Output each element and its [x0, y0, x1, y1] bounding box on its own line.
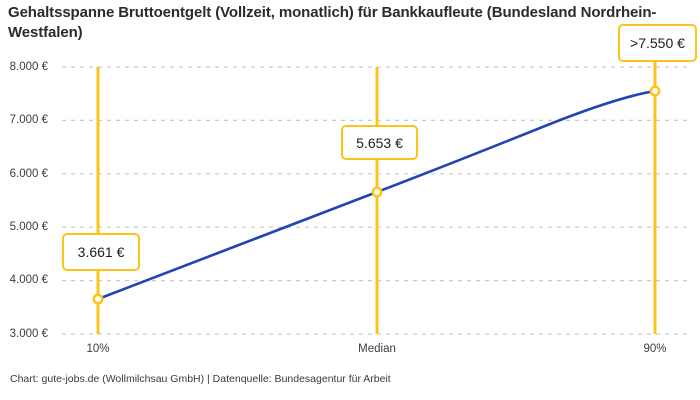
- y-tick-7000: 7.000 €: [9, 114, 48, 126]
- value-label-10pct: 3.661 €: [62, 233, 140, 271]
- value-label-90pct: >7.550 €: [618, 24, 697, 62]
- data-point-markers: [92, 85, 661, 305]
- x-label-10pct: 10%: [86, 343, 110, 355]
- value-label-median: 5.653 €: [341, 125, 418, 160]
- y-tick-4000: 4.000 €: [9, 274, 48, 286]
- y-tick-3000: 3.000 €: [9, 328, 48, 340]
- y-tick-6000: 6.000 €: [9, 168, 48, 180]
- chart-title: Gehaltsspanne Bruttoentgelt (Vollzeit, m…: [8, 4, 657, 42]
- percentile-guides: [96, 58, 657, 334]
- marker-median: [371, 186, 383, 198]
- x-label-90pct: 90%: [643, 343, 667, 355]
- x-label-median: Median: [358, 343, 396, 355]
- marker-90pct: [649, 85, 661, 97]
- source-attribution: Chart: gute-jobs.de (Wollmilchsau GmbH) …: [10, 373, 391, 385]
- y-tick-8000: 8.000 €: [9, 61, 48, 73]
- marker-10pct: [92, 293, 104, 305]
- y-tick-5000: 5.000 €: [9, 221, 48, 233]
- salary-line: [96, 89, 657, 301]
